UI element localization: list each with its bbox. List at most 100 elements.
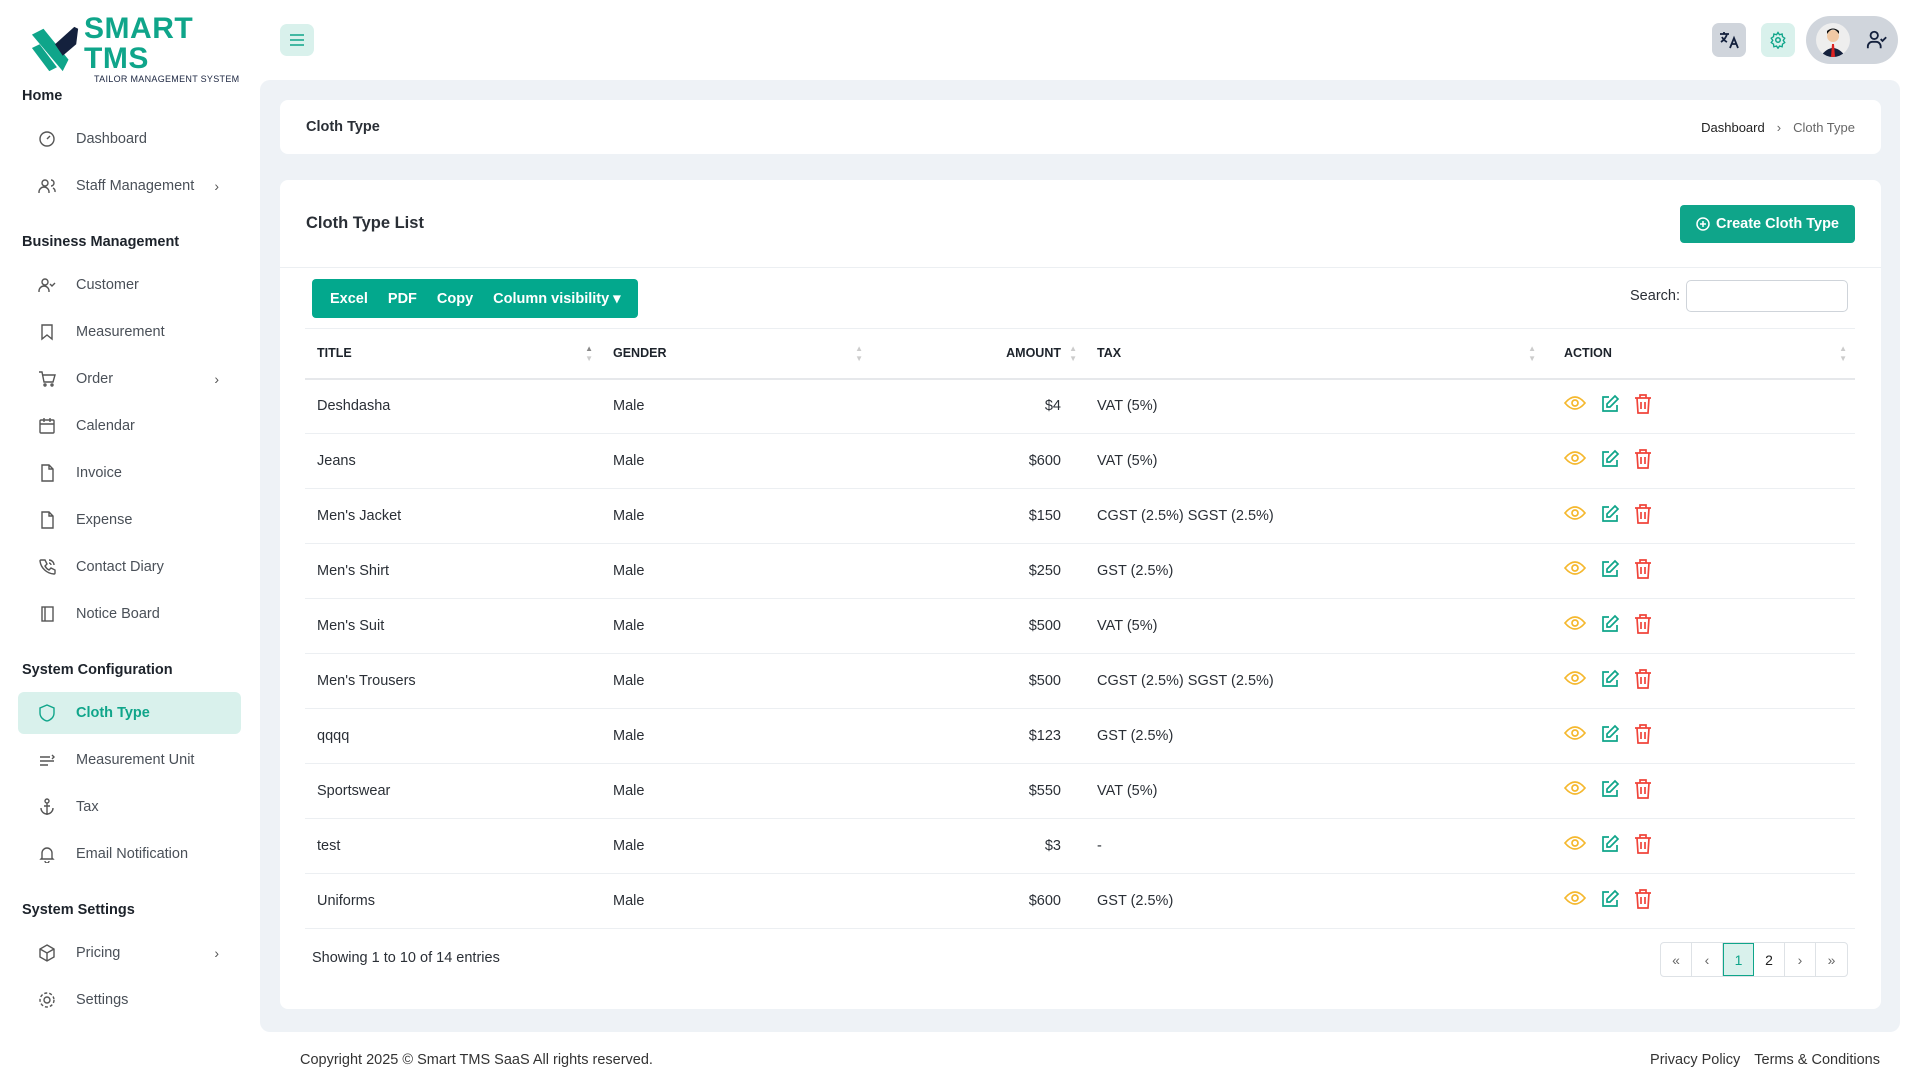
prev-page-button[interactable]: ‹ — [1692, 943, 1723, 976]
cell-gender: Male — [601, 543, 871, 599]
calendar-icon — [38, 417, 56, 435]
view-icon[interactable] — [1563, 614, 1587, 638]
terms-link[interactable]: Terms & Conditions — [1754, 1052, 1880, 1068]
column-header-tax[interactable]: TAX ▲ ▼ — [1085, 328, 1544, 380]
next-page-button[interactable]: › — [1785, 943, 1816, 976]
sidebar-item-notice-board[interactable]: Notice Board — [18, 593, 241, 635]
edit-icon[interactable] — [1600, 669, 1620, 693]
sort-icon: ▲ ▼ — [1069, 344, 1077, 363]
search-input[interactable] — [1686, 280, 1848, 312]
edit-icon[interactable] — [1600, 449, 1620, 473]
user-menu[interactable] — [1806, 16, 1898, 64]
copyright: Copyright 2025 © Smart TMS SaaS All righ… — [300, 1052, 653, 1068]
cell-amount: $600 — [871, 433, 1085, 489]
view-icon[interactable] — [1563, 394, 1587, 418]
cell-gender: Male — [601, 378, 871, 434]
edit-icon[interactable] — [1600, 724, 1620, 748]
sidebar-item-cloth-type[interactable]: Cloth Type — [18, 692, 241, 734]
delete-icon[interactable] — [1634, 449, 1652, 473]
chevron-right-icon: › — [214, 945, 219, 961]
first-page-button[interactable]: « — [1661, 943, 1692, 976]
pdf-button[interactable]: PDF — [387, 290, 417, 307]
bell-icon — [38, 845, 56, 863]
ruler-icon — [38, 751, 56, 769]
cell-tax: - — [1085, 818, 1544, 874]
sidebar-item-label: Settings — [76, 992, 129, 1008]
sidebar-item-invoice[interactable]: Invoice — [18, 452, 241, 494]
chevron-right-icon: › — [214, 371, 219, 387]
table-row: qqqq Male $123 GST (2.5%) — [305, 708, 1855, 764]
edit-icon[interactable] — [1600, 779, 1620, 803]
cell-title: Men's Jacket — [305, 488, 601, 544]
sidebar-item-customer[interactable]: Customer — [18, 264, 241, 306]
edit-icon[interactable] — [1600, 834, 1620, 858]
sidebar-item-measurement-unit[interactable]: Measurement Unit — [18, 739, 241, 781]
column-header-amount[interactable]: AMOUNT ▲ ▼ — [871, 328, 1085, 380]
logo[interactable]: SMART TMS TAILOR MANAGEMENT SYSTEM — [30, 14, 260, 84]
delete-icon[interactable] — [1634, 614, 1652, 638]
delete-icon[interactable] — [1634, 559, 1652, 583]
view-icon[interactable] — [1563, 889, 1587, 913]
view-icon[interactable] — [1563, 724, 1587, 748]
delete-icon[interactable] — [1634, 779, 1652, 803]
column-visibility-button[interactable]: Column visibility ▾ — [493, 290, 621, 307]
copy-button[interactable]: Copy — [436, 290, 474, 307]
settings-button[interactable] — [1761, 23, 1795, 57]
delete-icon[interactable] — [1634, 724, 1652, 748]
view-icon[interactable] — [1563, 449, 1587, 473]
sidebar-item-staff-management[interactable]: Staff Management › — [18, 165, 241, 207]
cell-tax: VAT (5%) — [1085, 598, 1544, 654]
sidebar-item-expense[interactable]: Expense — [18, 499, 241, 541]
view-icon[interactable] — [1563, 559, 1587, 583]
privacy-policy-link[interactable]: Privacy Policy — [1650, 1052, 1741, 1068]
sidebar: SMART TMS TAILOR MANAGEMENT SYSTEM Home D… — [0, 0, 260, 1080]
delete-icon[interactable] — [1634, 394, 1652, 418]
column-header-title[interactable]: TITLE ▲ ▼ — [305, 328, 601, 380]
view-icon[interactable] — [1563, 779, 1587, 803]
pagination: « ‹ 1 2 › » — [1660, 942, 1848, 977]
sidebar-item-settings[interactable]: Settings — [18, 979, 241, 1021]
column-action-label: ACTION — [1564, 346, 1612, 361]
page-2-button[interactable]: 2 — [1754, 943, 1785, 976]
edit-icon[interactable] — [1600, 614, 1620, 638]
language-button[interactable] — [1712, 23, 1746, 57]
sidebar-item-email-notification[interactable]: Email Notification — [18, 833, 241, 875]
create-cloth-type-button[interactable]: Create Cloth Type — [1679, 204, 1855, 243]
excel-button[interactable]: Excel — [330, 290, 368, 307]
cloth-type-list-card: Cloth Type List Create Cloth Type Excel … — [280, 180, 1881, 1009]
cell-title: Deshdasha — [305, 378, 601, 434]
sidebar-item-pricing[interactable]: Pricing › — [18, 932, 241, 974]
sort-icon: ▲ ▼ — [585, 344, 593, 363]
view-icon[interactable] — [1563, 669, 1587, 693]
delete-icon[interactable] — [1634, 504, 1652, 528]
sidebar-item-tax[interactable]: Tax — [18, 786, 241, 828]
delete-icon[interactable] — [1634, 669, 1652, 693]
sidebar-item-contact-diary[interactable]: Contact Diary — [18, 546, 241, 588]
column-header-gender[interactable]: GENDER ▲ ▼ — [601, 328, 871, 380]
view-icon[interactable] — [1563, 504, 1587, 528]
sidebar-item-dashboard[interactable]: Dashboard — [18, 118, 241, 160]
sidebar-item-measurement[interactable]: Measurement — [18, 311, 241, 353]
column-header-action[interactable]: ACTION ▲ ▼ — [1544, 328, 1855, 380]
delete-icon[interactable] — [1634, 889, 1652, 913]
cell-title: Jeans — [305, 433, 601, 489]
delete-icon[interactable] — [1634, 834, 1652, 858]
view-icon[interactable] — [1563, 834, 1587, 858]
topbar — [260, 0, 1920, 80]
dashboard-icon — [38, 130, 56, 148]
sidebar-item-label: Cloth Type — [76, 705, 150, 721]
menu-toggle-button[interactable] — [280, 24, 314, 56]
last-page-button[interactable]: » — [1827, 951, 1836, 968]
page-1-button[interactable]: 1 — [1723, 943, 1754, 976]
sidebar-item-order[interactable]: Order › — [18, 358, 241, 400]
sort-icon: ▲ ▼ — [855, 344, 863, 363]
edit-icon[interactable] — [1600, 559, 1620, 583]
edit-icon[interactable] — [1600, 889, 1620, 913]
export-button-group: Excel PDF Copy Column visibility ▾ — [312, 279, 639, 318]
sidebar-item-calendar[interactable]: Calendar — [18, 405, 241, 447]
breadcrumb-dashboard-link[interactable]: Dashboard — [1701, 119, 1765, 135]
edit-icon[interactable] — [1600, 504, 1620, 528]
edit-icon[interactable] — [1600, 394, 1620, 418]
cell-amount: $4 — [871, 378, 1085, 434]
phone-icon — [38, 558, 56, 576]
